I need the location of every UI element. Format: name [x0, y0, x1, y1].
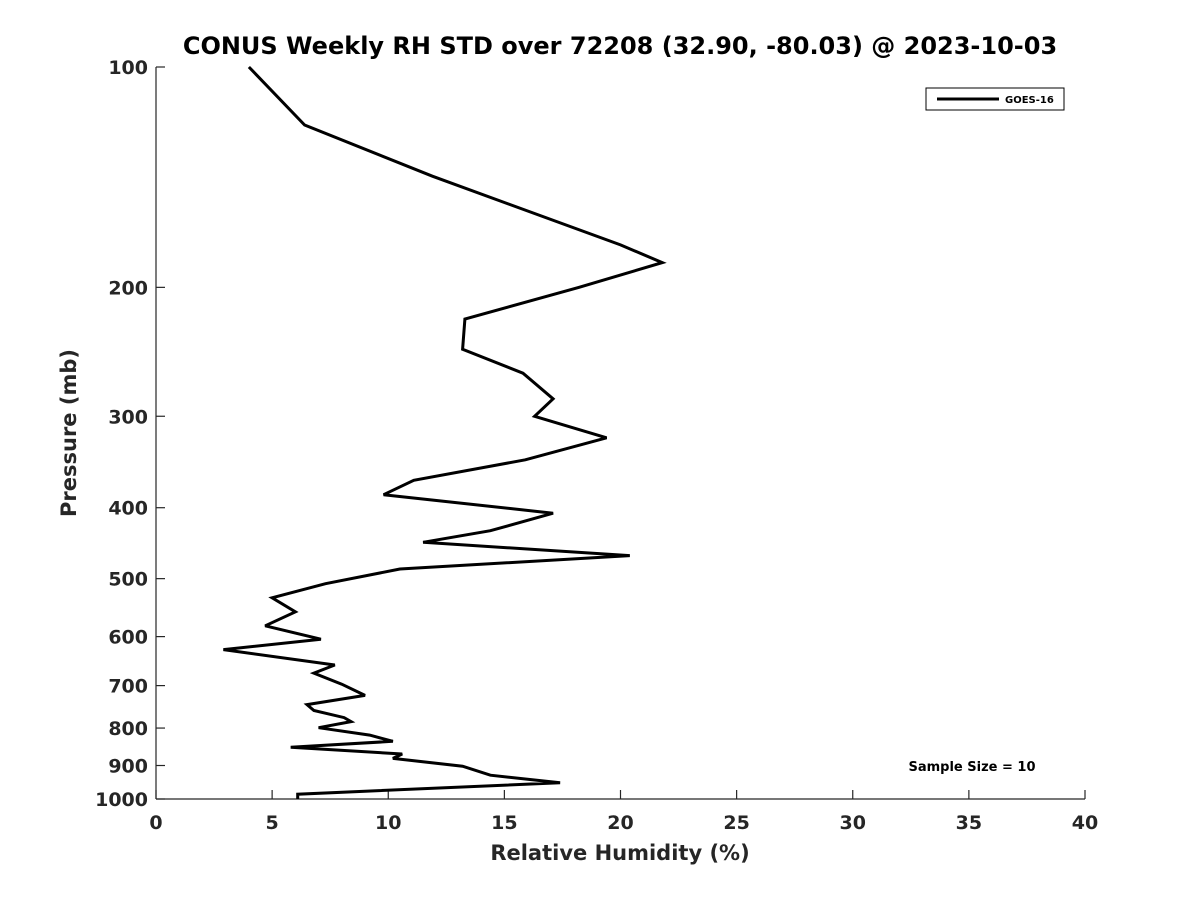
y-tick-label: 800 — [108, 718, 148, 740]
y-axis-label: Pressure (mb) — [57, 349, 81, 517]
x-tick-label: 0 — [149, 812, 162, 834]
x-tick-label: 25 — [723, 812, 749, 834]
y-tick-label: 1000 — [95, 789, 148, 811]
x-tick-label: 10 — [375, 812, 401, 834]
x-tick-label: 15 — [491, 812, 517, 834]
x-tick-label: 5 — [266, 812, 279, 834]
y-tick-label: 900 — [108, 756, 148, 778]
y-tick-label: 200 — [108, 277, 148, 299]
legend-label-goes-16: GOES-16 — [1005, 95, 1054, 106]
x-tick-label: 30 — [840, 812, 866, 834]
x-tick-label: 35 — [956, 812, 982, 834]
y-tick-label: 300 — [108, 406, 148, 428]
x-tick-label: 40 — [1072, 812, 1098, 834]
y-tick-label: 400 — [108, 498, 148, 520]
x-axis-label: Relative Humidity (%) — [490, 841, 749, 865]
series-line-goes-16 — [223, 65, 667, 799]
chart-title: CONUS Weekly RH STD over 72208 (32.90, -… — [183, 32, 1057, 60]
y-tick-label: 700 — [108, 676, 148, 698]
legend: GOES-16 — [925, 87, 1065, 111]
y-tick-label: 500 — [108, 569, 148, 591]
y-tick-label: 100 — [108, 57, 148, 79]
y-tick-label: 600 — [108, 627, 148, 649]
x-tick-label: 20 — [607, 812, 633, 834]
sample-size-annotation: Sample Size = 10 — [908, 760, 1035, 775]
